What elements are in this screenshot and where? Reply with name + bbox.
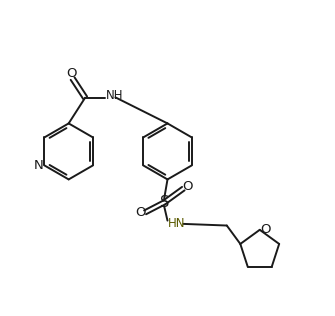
Text: O: O bbox=[67, 68, 77, 81]
Text: O: O bbox=[136, 206, 146, 219]
Text: NH: NH bbox=[106, 89, 123, 102]
Text: N: N bbox=[34, 159, 43, 172]
Text: HN: HN bbox=[168, 217, 185, 230]
Text: O: O bbox=[260, 223, 270, 236]
Text: S: S bbox=[159, 195, 169, 210]
Text: O: O bbox=[182, 180, 193, 193]
